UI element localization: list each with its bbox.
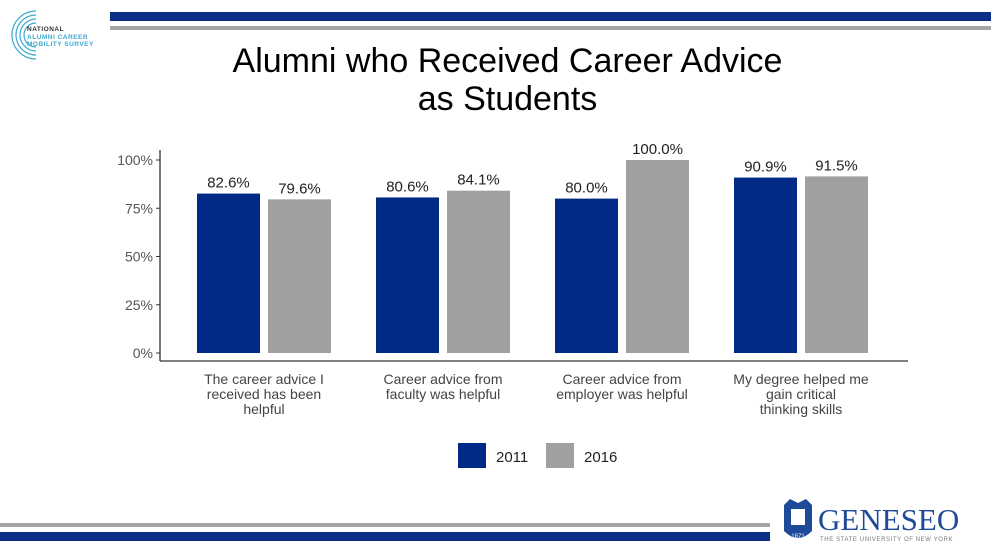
- x-tick-label: My degree helped me: [733, 371, 869, 387]
- bar-2016: [268, 199, 331, 353]
- y-tick-label: 0%: [133, 345, 153, 361]
- title-line: as Students: [417, 80, 598, 118]
- logo-subtitle: THE STATE UNIVERSITY OF NEW YORK: [820, 537, 954, 543]
- bar-2016: [805, 176, 868, 353]
- y-tick-label: 100%: [117, 152, 153, 168]
- bar-2016: [447, 190, 510, 353]
- svg-text:1871: 1871: [791, 534, 805, 540]
- x-tick-label: Career advice from: [383, 371, 502, 387]
- bar-2011: [376, 197, 439, 353]
- chart-title: Alumni who Received Career Advice as Stu…: [0, 42, 991, 118]
- legend-swatch-2016: [546, 443, 574, 468]
- legend-label: 2011: [496, 449, 528, 466]
- bottom-rule-gray: [0, 523, 770, 527]
- data-label: 91.5%: [815, 157, 858, 174]
- data-label: 84.1%: [457, 172, 500, 189]
- bottom-rule-blue: [0, 532, 770, 541]
- data-label: 100.0%: [632, 141, 683, 158]
- x-tick-label: employer was helpful: [556, 386, 688, 402]
- x-tick-label: helpful: [243, 401, 284, 417]
- bar-2016: [626, 160, 689, 353]
- bar-2011: [734, 177, 797, 353]
- top-rule-gray: [110, 26, 991, 30]
- logo-line: NATIONAL: [27, 26, 65, 33]
- x-tick-label: received has been: [207, 386, 321, 402]
- bar-2011: [555, 198, 618, 353]
- x-tick-label: Career advice from: [562, 371, 681, 387]
- x-tick-label: thinking skills: [760, 401, 842, 417]
- y-tick-label: 50%: [125, 249, 153, 265]
- logo-line: ALUMNI CAREER: [27, 33, 89, 41]
- logo-line: MOBILITY SURVEY: [27, 41, 94, 48]
- geneseo-logo: 1871 GENESEO THE STATE UNIVERSITY OF NEW…: [780, 497, 991, 547]
- data-label: 82.6%: [207, 175, 250, 192]
- data-label: 80.0%: [565, 180, 608, 197]
- legend-swatch-2011: [458, 443, 486, 468]
- geneseo-shield-icon: 1871: [784, 499, 812, 540]
- title-line: Alumni who Received Career Advice: [232, 42, 783, 80]
- data-label: 90.9%: [744, 159, 787, 176]
- bar-2011: [197, 193, 260, 353]
- x-tick-label: faculty was helpful: [386, 386, 500, 402]
- x-tick-label: The career advice I: [204, 371, 324, 387]
- top-rule-blue: [110, 12, 991, 21]
- nacms-logo: NATIONAL ALUMNI CAREER MOBILITY SURVEY: [6, 6, 106, 62]
- legend-label: 2016: [584, 449, 617, 466]
- y-tick-label: 25%: [125, 297, 153, 313]
- x-tick-label: gain critical: [766, 386, 836, 402]
- y-tick-label: 75%: [125, 200, 153, 216]
- logo-name: GENESEO: [818, 502, 960, 537]
- bar-chart: 0% 25% 50% 75% 100% 82.6% 79.6% The career advi…: [117, 141, 908, 468]
- data-label: 79.6%: [278, 180, 321, 197]
- data-label: 80.6%: [386, 178, 429, 195]
